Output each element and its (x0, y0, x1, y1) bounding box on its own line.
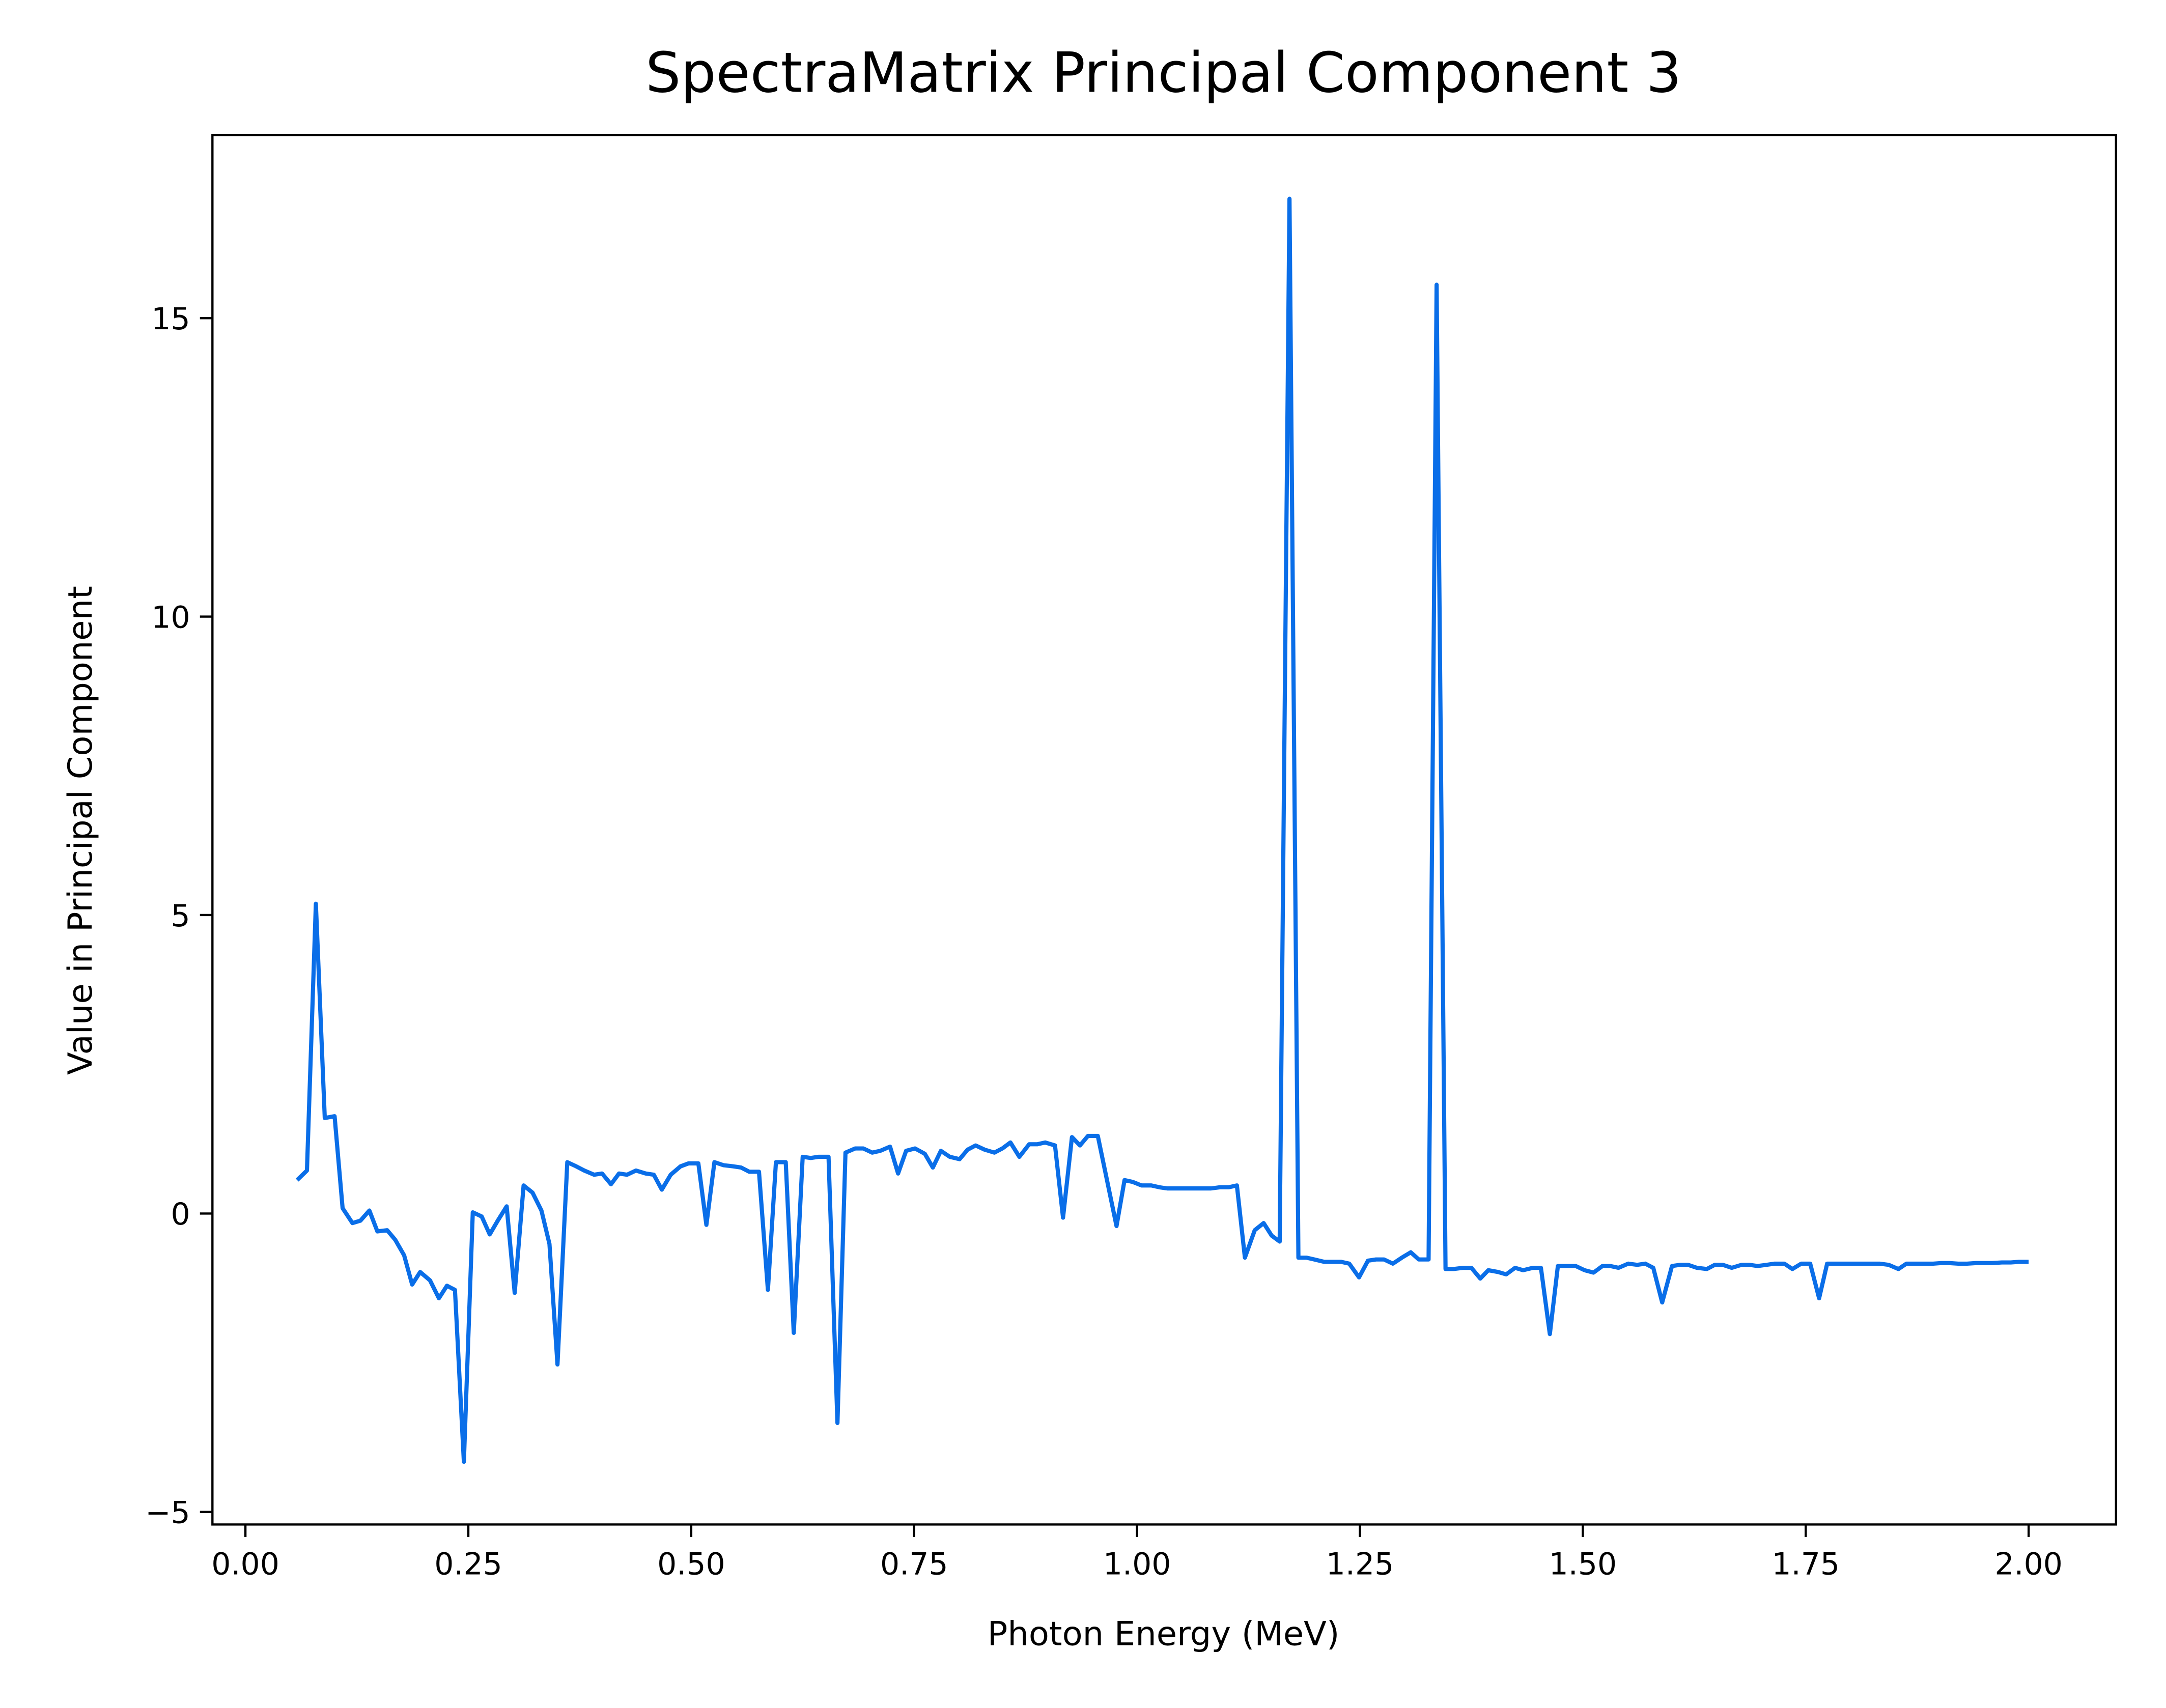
x-tick-label: 1.75 (1771, 1547, 1840, 1582)
x-tick-label: 0.00 (211, 1547, 279, 1582)
plot-area (295, 196, 2029, 1464)
y-tick-label: 10 (151, 600, 190, 635)
line-series (295, 196, 2029, 1464)
y-tick-label: 0 (171, 1197, 190, 1232)
x-tick-label: 1.50 (1549, 1547, 1617, 1582)
x-axis-label: Photon Energy (MeV) (988, 1615, 1340, 1654)
x-tick-label: 2.00 (1994, 1547, 2063, 1582)
y-tick-label: −5 (145, 1495, 190, 1531)
x-tick-label: 0.50 (657, 1547, 725, 1582)
x-tick-label: 0.75 (880, 1547, 948, 1582)
x-tick-label: 1.25 (1326, 1547, 1394, 1582)
x-tick-label: 0.25 (434, 1547, 502, 1582)
axes-frame (211, 133, 2117, 1526)
y-axis-label: Value in Principal Component (61, 586, 100, 1075)
y-tick-label: 5 (171, 898, 190, 934)
chart-title: SpectraMatrix Principal Component 3 (645, 41, 1681, 105)
x-tick-label: 1.00 (1103, 1547, 1171, 1582)
y-tick-label: 15 (151, 301, 190, 337)
